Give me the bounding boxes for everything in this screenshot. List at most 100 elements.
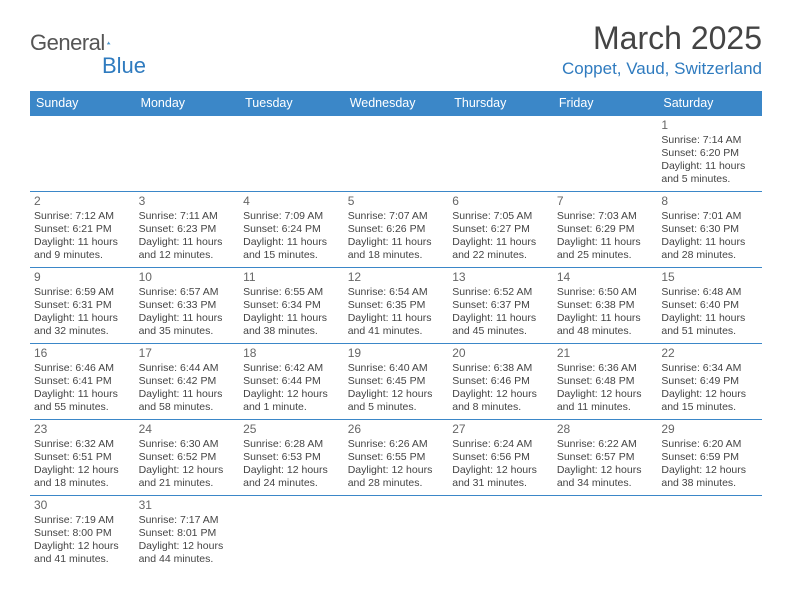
calendar-empty xyxy=(239,496,344,572)
weekday-header-row: SundayMondayTuesdayWednesdayThursdayFrid… xyxy=(30,91,762,116)
calendar-day: 30Sunrise: 7:19 AMSunset: 8:00 PMDayligh… xyxy=(30,496,135,572)
calendar-day: 7Sunrise: 7:03 AMSunset: 6:29 PMDaylight… xyxy=(553,192,658,268)
calendar-day: 5Sunrise: 7:07 AMSunset: 6:26 PMDaylight… xyxy=(344,192,449,268)
sunset-text: Sunset: 6:45 PM xyxy=(348,375,445,388)
sunset-text: Sunset: 6:33 PM xyxy=(139,299,236,312)
calendar-day: 2Sunrise: 7:12 AMSunset: 6:21 PMDaylight… xyxy=(30,192,135,268)
sunset-text: Sunset: 6:30 PM xyxy=(661,223,758,236)
sunset-text: Sunset: 8:01 PM xyxy=(139,527,236,540)
daylight-text: Daylight: 11 hours and 9 minutes. xyxy=(34,236,131,262)
sunset-text: Sunset: 6:49 PM xyxy=(661,375,758,388)
weekday-header: Monday xyxy=(135,91,240,116)
calendar-empty xyxy=(448,116,553,192)
daylight-text: Daylight: 11 hours and 32 minutes. xyxy=(34,312,131,338)
sunset-text: Sunset: 6:40 PM xyxy=(661,299,758,312)
daylight-text: Daylight: 11 hours and 55 minutes. xyxy=(34,388,131,414)
calendar-day: 6Sunrise: 7:05 AMSunset: 6:27 PMDaylight… xyxy=(448,192,553,268)
sunrise-text: Sunrise: 6:44 AM xyxy=(139,362,236,375)
sunset-text: Sunset: 6:53 PM xyxy=(243,451,340,464)
day-number: 9 xyxy=(34,270,131,285)
weekday-header: Saturday xyxy=(657,91,762,116)
sunrise-text: Sunrise: 6:40 AM xyxy=(348,362,445,375)
calendar-day: 26Sunrise: 6:26 AMSunset: 6:55 PMDayligh… xyxy=(344,420,449,496)
calendar-day: 13Sunrise: 6:52 AMSunset: 6:37 PMDayligh… xyxy=(448,268,553,344)
weekday-header: Wednesday xyxy=(344,91,449,116)
day-number: 3 xyxy=(139,194,236,209)
day-number: 12 xyxy=(348,270,445,285)
daylight-text: Daylight: 11 hours and 51 minutes. xyxy=(661,312,758,338)
calendar-empty xyxy=(657,496,762,572)
calendar-day: 14Sunrise: 6:50 AMSunset: 6:38 PMDayligh… xyxy=(553,268,658,344)
sunset-text: Sunset: 6:59 PM xyxy=(661,451,758,464)
day-number: 8 xyxy=(661,194,758,209)
day-number: 4 xyxy=(243,194,340,209)
sunset-text: Sunset: 6:46 PM xyxy=(452,375,549,388)
sunset-text: Sunset: 6:26 PM xyxy=(348,223,445,236)
sunset-text: Sunset: 6:48 PM xyxy=(557,375,654,388)
sunrise-text: Sunrise: 6:22 AM xyxy=(557,438,654,451)
sunrise-text: Sunrise: 6:52 AM xyxy=(452,286,549,299)
logo-sail-icon xyxy=(107,33,111,53)
daylight-text: Daylight: 11 hours and 35 minutes. xyxy=(139,312,236,338)
calendar-day: 18Sunrise: 6:42 AMSunset: 6:44 PMDayligh… xyxy=(239,344,344,420)
sunrise-text: Sunrise: 7:17 AM xyxy=(139,514,236,527)
day-number: 11 xyxy=(243,270,340,285)
sunrise-text: Sunrise: 6:32 AM xyxy=(34,438,131,451)
day-number: 18 xyxy=(243,346,340,361)
calendar-body: 1Sunrise: 7:14 AMSunset: 6:20 PMDaylight… xyxy=(30,116,762,572)
calendar-day: 31Sunrise: 7:17 AMSunset: 8:01 PMDayligh… xyxy=(135,496,240,572)
day-number: 14 xyxy=(557,270,654,285)
calendar-row: 30Sunrise: 7:19 AMSunset: 8:00 PMDayligh… xyxy=(30,496,762,572)
sunset-text: Sunset: 6:55 PM xyxy=(348,451,445,464)
day-number: 29 xyxy=(661,422,758,437)
day-number: 19 xyxy=(348,346,445,361)
calendar-row: 2Sunrise: 7:12 AMSunset: 6:21 PMDaylight… xyxy=(30,192,762,268)
calendar-day: 11Sunrise: 6:55 AMSunset: 6:34 PMDayligh… xyxy=(239,268,344,344)
calendar-day: 28Sunrise: 6:22 AMSunset: 6:57 PMDayligh… xyxy=(553,420,658,496)
daylight-text: Daylight: 12 hours and 21 minutes. xyxy=(139,464,236,490)
sunset-text: Sunset: 6:52 PM xyxy=(139,451,236,464)
sunrise-text: Sunrise: 6:42 AM xyxy=(243,362,340,375)
daylight-text: Daylight: 11 hours and 28 minutes. xyxy=(661,236,758,262)
day-number: 13 xyxy=(452,270,549,285)
day-number: 20 xyxy=(452,346,549,361)
day-number: 24 xyxy=(139,422,236,437)
brand-name-2: Blue xyxy=(102,53,792,79)
sunrise-text: Sunrise: 6:48 AM xyxy=(661,286,758,299)
calendar-day: 22Sunrise: 6:34 AMSunset: 6:49 PMDayligh… xyxy=(657,344,762,420)
day-number: 23 xyxy=(34,422,131,437)
day-number: 6 xyxy=(452,194,549,209)
sunset-text: Sunset: 6:42 PM xyxy=(139,375,236,388)
calendar-empty xyxy=(135,116,240,192)
sunset-text: Sunset: 6:21 PM xyxy=(34,223,131,236)
day-number: 7 xyxy=(557,194,654,209)
sunset-text: Sunset: 6:23 PM xyxy=(139,223,236,236)
calendar-day: 21Sunrise: 6:36 AMSunset: 6:48 PMDayligh… xyxy=(553,344,658,420)
calendar-day: 16Sunrise: 6:46 AMSunset: 6:41 PMDayligh… xyxy=(30,344,135,420)
calendar-day: 27Sunrise: 6:24 AMSunset: 6:56 PMDayligh… xyxy=(448,420,553,496)
daylight-text: Daylight: 12 hours and 24 minutes. xyxy=(243,464,340,490)
calendar-day: 24Sunrise: 6:30 AMSunset: 6:52 PMDayligh… xyxy=(135,420,240,496)
weekday-header: Sunday xyxy=(30,91,135,116)
sunset-text: Sunset: 6:27 PM xyxy=(452,223,549,236)
day-number: 26 xyxy=(348,422,445,437)
sunrise-text: Sunrise: 7:09 AM xyxy=(243,210,340,223)
day-number: 16 xyxy=(34,346,131,361)
day-number: 5 xyxy=(348,194,445,209)
calendar-day: 20Sunrise: 6:38 AMSunset: 6:46 PMDayligh… xyxy=(448,344,553,420)
calendar-row: 1Sunrise: 7:14 AMSunset: 6:20 PMDaylight… xyxy=(30,116,762,192)
sunset-text: Sunset: 6:24 PM xyxy=(243,223,340,236)
sunrise-text: Sunrise: 7:01 AM xyxy=(661,210,758,223)
sunset-text: Sunset: 6:57 PM xyxy=(557,451,654,464)
day-number: 22 xyxy=(661,346,758,361)
calendar-table: SundayMondayTuesdayWednesdayThursdayFrid… xyxy=(30,91,762,572)
daylight-text: Daylight: 11 hours and 25 minutes. xyxy=(557,236,654,262)
daylight-text: Daylight: 12 hours and 41 minutes. xyxy=(34,540,131,566)
daylight-text: Daylight: 12 hours and 28 minutes. xyxy=(348,464,445,490)
weekday-header: Friday xyxy=(553,91,658,116)
daylight-text: Daylight: 11 hours and 38 minutes. xyxy=(243,312,340,338)
day-number: 31 xyxy=(139,498,236,513)
calendar-day: 1Sunrise: 7:14 AMSunset: 6:20 PMDaylight… xyxy=(657,116,762,192)
sunrise-text: Sunrise: 6:28 AM xyxy=(243,438,340,451)
sunrise-text: Sunrise: 7:14 AM xyxy=(661,134,758,147)
